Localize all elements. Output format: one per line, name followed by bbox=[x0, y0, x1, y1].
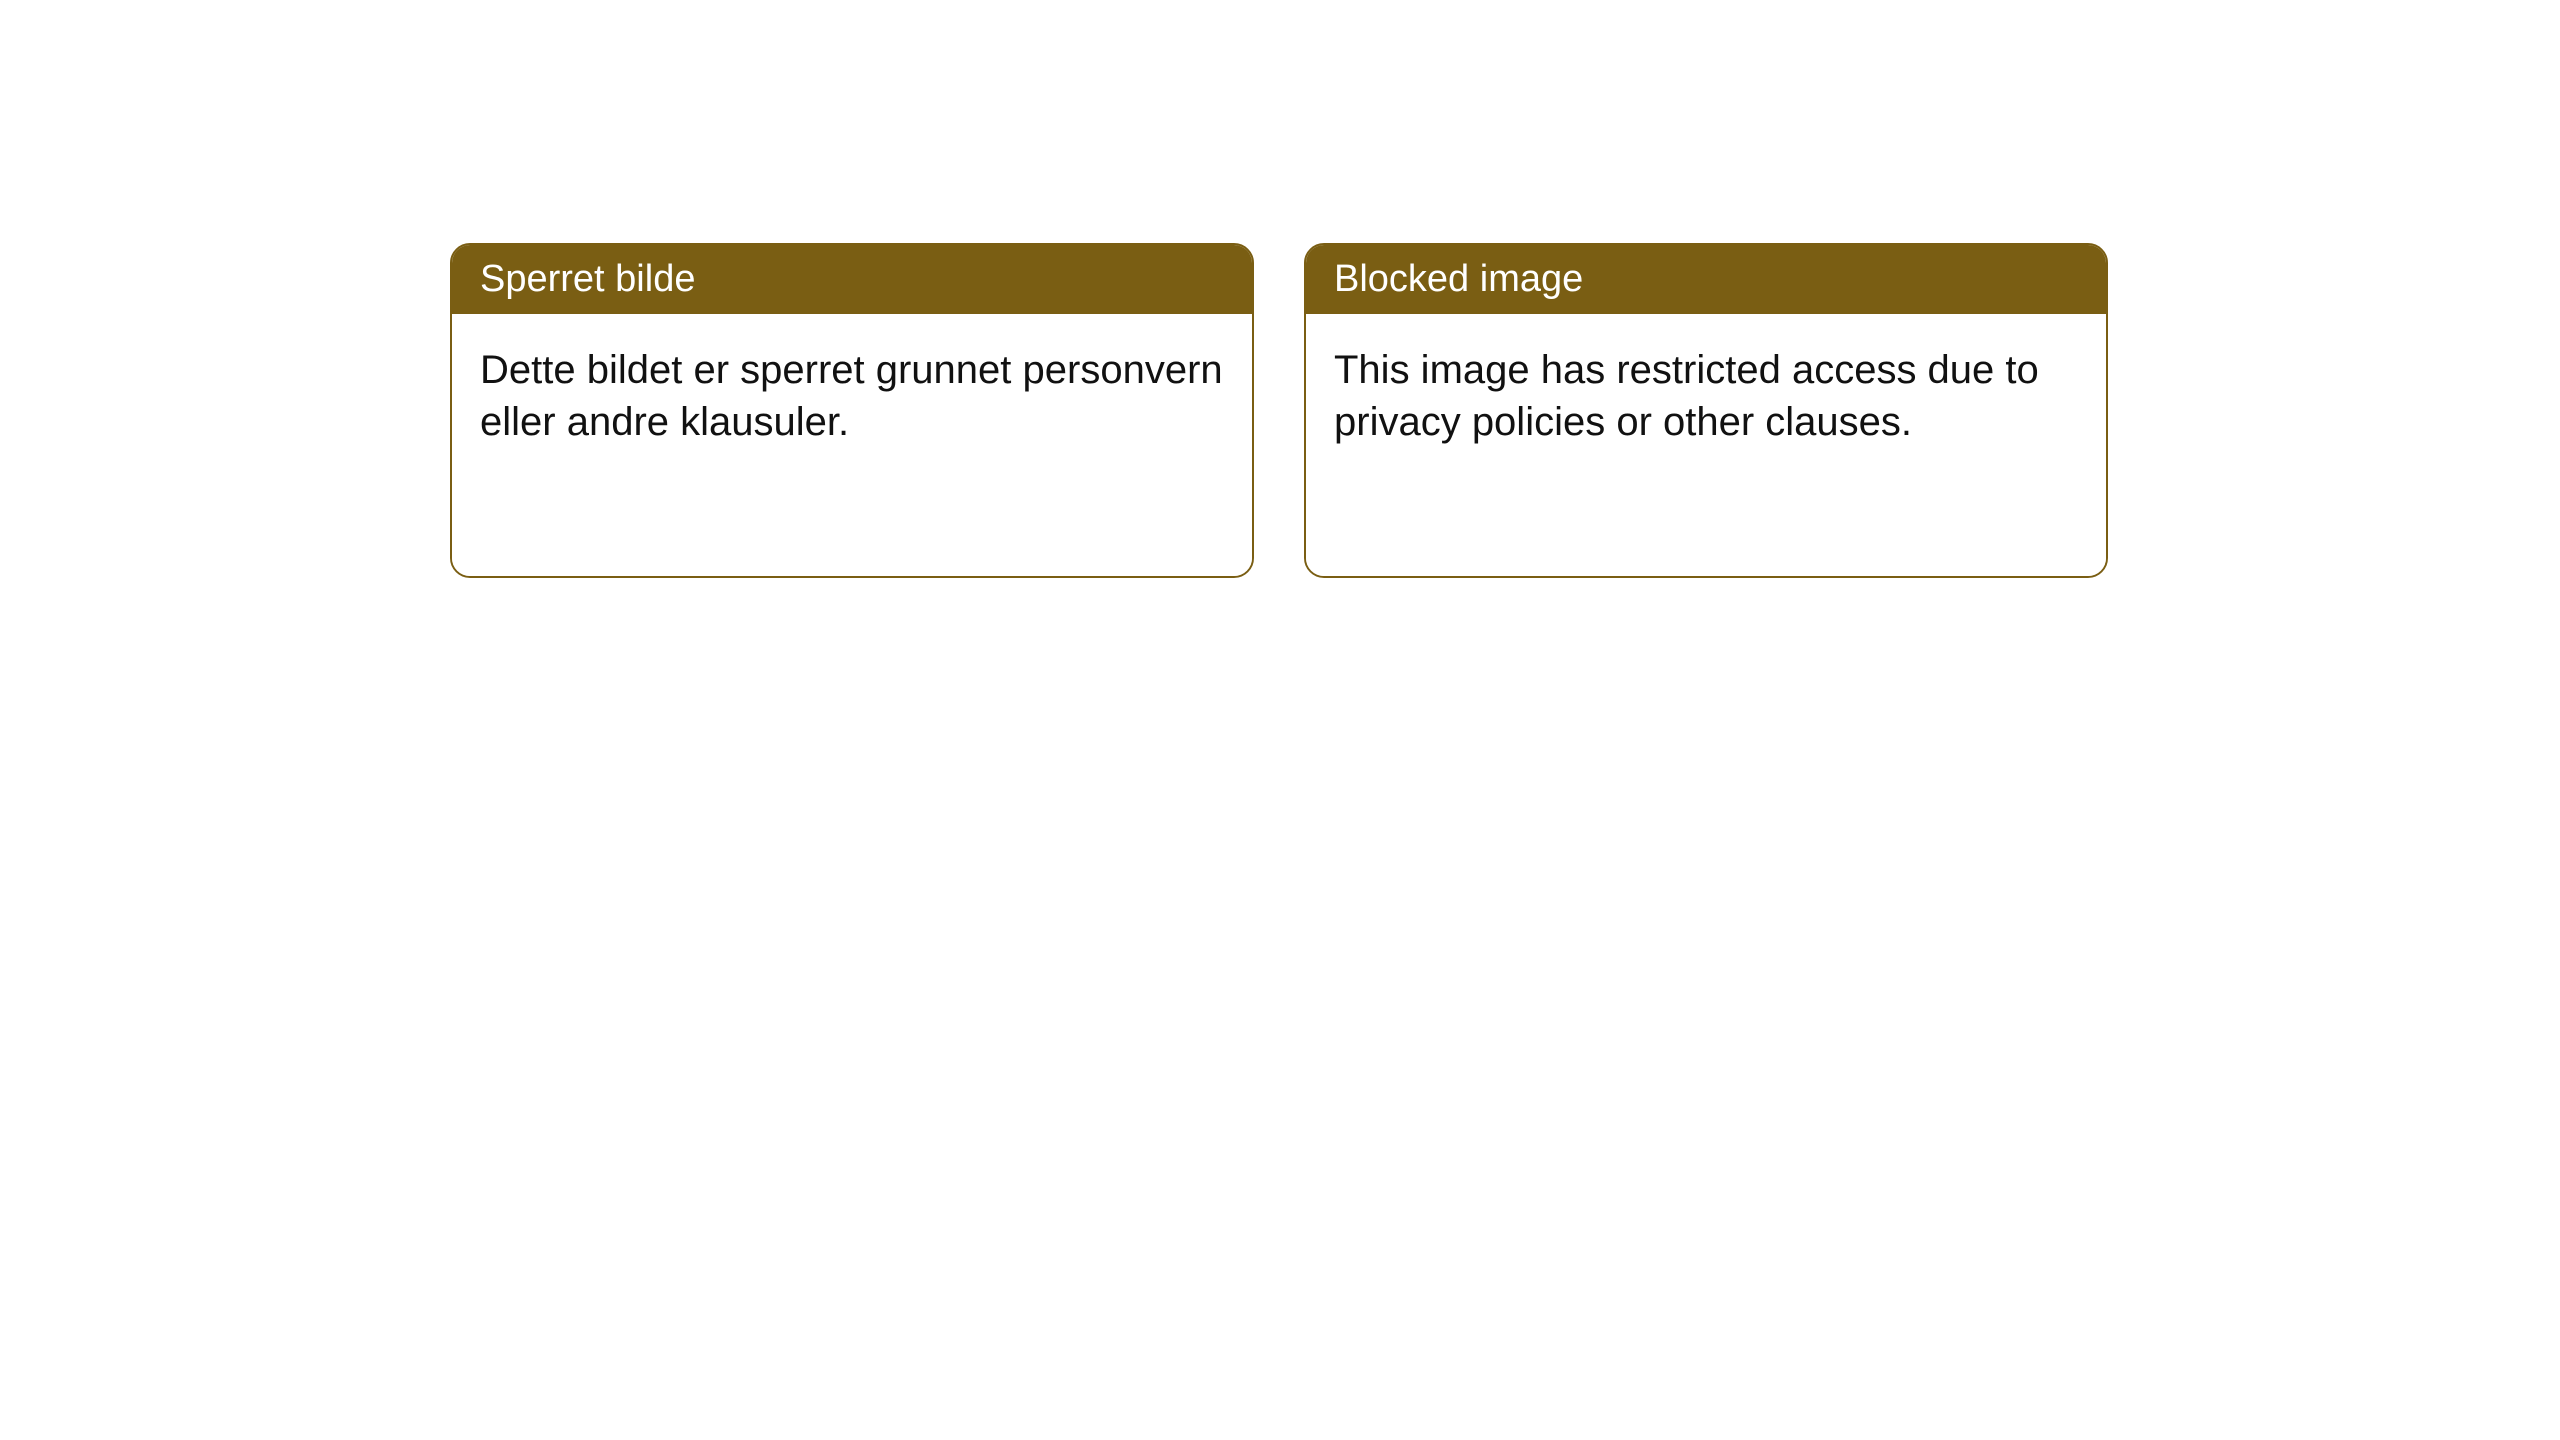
notice-body-english: This image has restricted access due to … bbox=[1306, 314, 2106, 576]
notice-body-norwegian: Dette bildet er sperret grunnet personve… bbox=[452, 314, 1252, 576]
notice-card-norwegian: Sperret bilde Dette bildet er sperret gr… bbox=[450, 243, 1254, 578]
notice-container: Sperret bilde Dette bildet er sperret gr… bbox=[0, 0, 2560, 578]
notice-header-english: Blocked image bbox=[1306, 245, 2106, 314]
notice-card-english: Blocked image This image has restricted … bbox=[1304, 243, 2108, 578]
notice-header-norwegian: Sperret bilde bbox=[452, 245, 1252, 314]
